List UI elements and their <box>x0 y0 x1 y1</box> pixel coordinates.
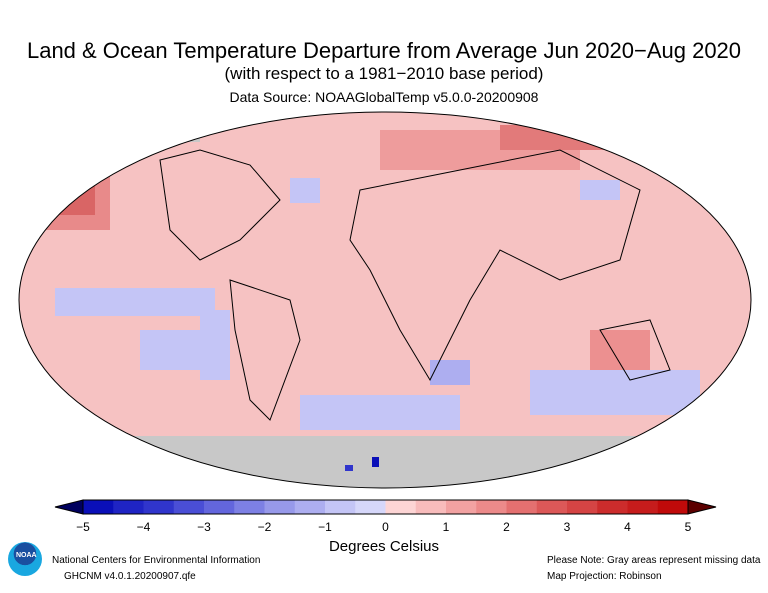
colorbar-segment <box>506 500 538 514</box>
missing-data-note: Please Note: Gray areas represent missin… <box>547 555 761 566</box>
colorbar-under-arrow <box>54 499 84 515</box>
colorbar-over-arrow <box>687 499 717 515</box>
colorbar-segment <box>567 500 598 514</box>
colorbar-segment <box>597 500 628 514</box>
colorbar-segment <box>446 500 477 514</box>
colorbar-segment <box>173 500 205 514</box>
cool-anomaly-south-pacific <box>55 288 215 316</box>
colorbar-tick-label: 5 <box>684 520 692 534</box>
data-source: Data Source: NOAAGlobalTemp v5.0.0-20200… <box>229 89 539 105</box>
colorbar-segment <box>143 500 175 514</box>
colorbar-tick-label: −4 <box>136 520 151 534</box>
colorbar-segment <box>264 500 296 514</box>
colorbar-segment <box>83 500 114 514</box>
colorbar-segment <box>234 500 265 514</box>
colorbar-segment <box>355 500 386 514</box>
colorbar-tick-label: −5 <box>76 520 90 534</box>
colorbar-tick-label: −2 <box>257 520 272 534</box>
colorbar-segment <box>385 500 417 514</box>
colorbar-segment <box>657 500 689 514</box>
colorbar-segment <box>627 500 659 514</box>
colorbar-tick-label: 3 <box>563 520 571 534</box>
map-subtitle: (with respect to a 1981−2010 base period… <box>224 64 544 83</box>
missing-data-arctic-east <box>560 112 751 134</box>
missing-data-arctic-west <box>19 112 200 142</box>
cool-anomaly-southern-ocean <box>300 395 460 430</box>
colorbar-tick-label: 0 <box>382 520 389 534</box>
colorbar-segment <box>476 500 507 514</box>
colorbar <box>54 499 717 515</box>
colorbar-tick-label: −1 <box>318 520 332 534</box>
map-title: Land & Ocean Temperature Departure from … <box>26 38 742 63</box>
colorbar-segment <box>204 500 235 514</box>
colorbar-frame <box>82 499 689 515</box>
colorbar-tick-label: 4 <box>624 520 631 534</box>
projection-note: Map Projection: Robinson <box>547 571 662 582</box>
org-name: National Centers for Environmental Infor… <box>52 555 261 566</box>
colorbar-tick-label: 1 <box>442 520 450 534</box>
missing-data-antarctica <box>19 436 751 488</box>
colorbar-segment <box>325 500 356 514</box>
colorbar-segment <box>536 500 568 514</box>
colorbar-segment <box>113 500 144 514</box>
colorbar-tick-label: −3 <box>197 520 211 534</box>
colorbar-segment <box>294 500 326 514</box>
continent-outlines <box>159 149 671 421</box>
dataset-version: GHCNM v4.0.1.20200907.qfe <box>64 571 196 582</box>
colorbar-tick-label: 2 <box>503 520 510 534</box>
map-body <box>19 112 751 488</box>
colorbar-units-label: Degrees Celsius <box>328 538 440 555</box>
noaa-logo: NOAA <box>8 542 42 576</box>
colorbar-segment <box>415 500 447 514</box>
